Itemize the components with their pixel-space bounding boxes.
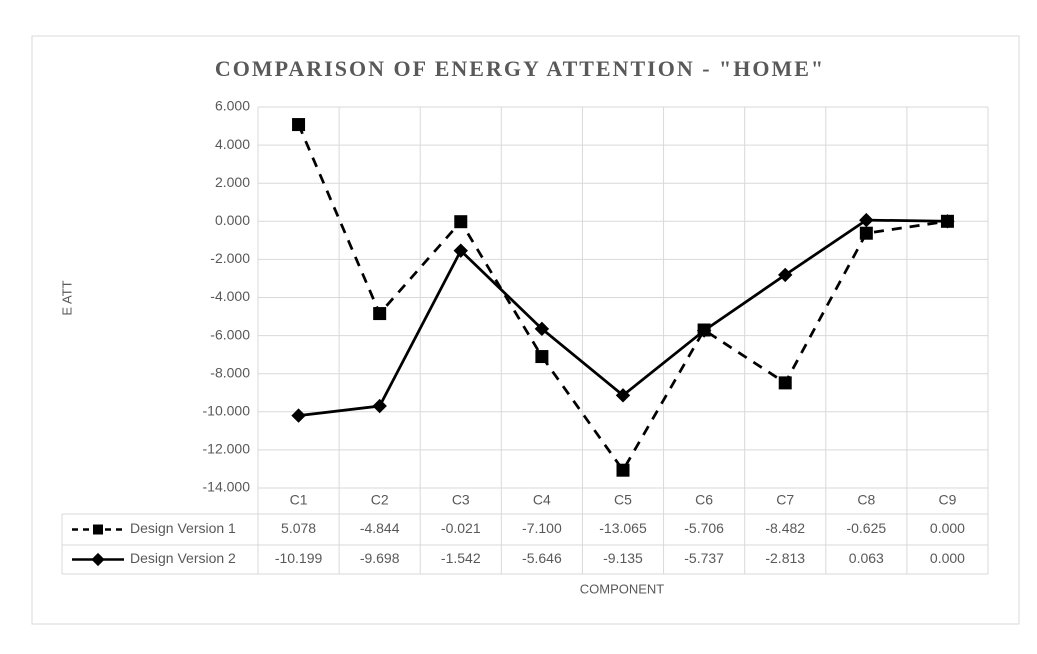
x-tick-label: C8 [857, 492, 875, 508]
marker [534, 321, 550, 337]
y-tick-label: -6.000 [210, 326, 250, 342]
table-value: -8.482 [765, 520, 805, 536]
table-value: -0.625 [846, 520, 886, 536]
table-value: -2.813 [765, 550, 805, 566]
y-tick-label: -4.000 [210, 288, 250, 304]
table-value: -5.706 [684, 520, 724, 536]
table-value: 5.078 [281, 520, 316, 536]
legend-marker [91, 552, 105, 567]
marker [372, 398, 387, 414]
table-value: -5.737 [684, 550, 724, 566]
table-value: -0.021 [441, 520, 481, 536]
series-line [297, 124, 948, 473]
table-value: -9.698 [360, 550, 400, 566]
table-value: -7.100 [522, 520, 562, 536]
marker [373, 307, 387, 321]
marker [292, 118, 306, 132]
legend-marker [93, 524, 103, 535]
x-tick-label: C4 [533, 492, 551, 508]
y-axis-title: E ATT [59, 280, 74, 315]
table-value: -4.844 [360, 520, 400, 536]
table-value: -9.135 [603, 550, 643, 566]
y-tick-label: 2.000 [215, 174, 250, 190]
y-tick-label: -14.000 [203, 479, 251, 495]
x-tick-label: C5 [614, 492, 632, 508]
y-tick-label: 6.000 [215, 98, 250, 114]
marker [615, 388, 631, 403]
table-value: 0.063 [849, 550, 884, 566]
y-tick-label: -12.000 [203, 441, 251, 457]
table-value: -13.065 [599, 520, 647, 536]
legend-label: Design Version 2 [130, 550, 236, 566]
x-tick-label: C9 [938, 492, 956, 508]
marker [291, 408, 306, 423]
marker [859, 212, 874, 228]
marker [778, 267, 793, 283]
marker [535, 350, 549, 364]
x-axis-title: COMPONENT [580, 581, 665, 596]
y-tick-label: 0.000 [215, 212, 250, 228]
table-value: 0.000 [930, 550, 965, 566]
y-tick-label: 4.000 [215, 136, 250, 152]
x-tick-label: C2 [371, 492, 389, 508]
marker [616, 463, 630, 477]
marker [453, 243, 468, 258]
x-tick-label: C3 [452, 492, 470, 508]
x-tick-label: C7 [776, 492, 794, 508]
table-value: -1.542 [441, 550, 481, 566]
marker [859, 226, 873, 240]
marker [696, 323, 712, 338]
table-value: -5.646 [522, 550, 562, 566]
y-tick-label: -8.000 [210, 364, 250, 380]
y-tick-label: -10.000 [203, 403, 251, 419]
marker [778, 376, 792, 390]
marker [454, 215, 468, 229]
table-value: -10.199 [275, 550, 323, 566]
y-tick-label: -2.000 [210, 250, 250, 266]
chart-title: COMPARISON OF ENERGY ATTENTION - "HOME" [215, 56, 825, 81]
marker [940, 214, 955, 229]
legend-label: Design Version 1 [130, 520, 236, 536]
table-value: 0.000 [930, 520, 965, 536]
x-tick-label: C6 [695, 492, 713, 508]
x-tick-label: C1 [290, 492, 308, 508]
